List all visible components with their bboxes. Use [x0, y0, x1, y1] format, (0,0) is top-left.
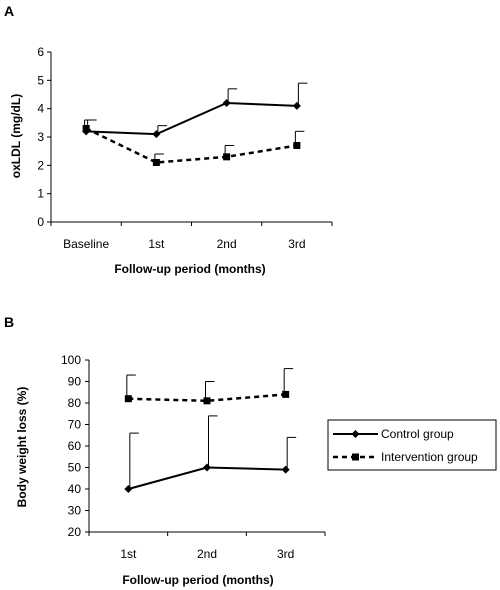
panel-a-intervention-group-point-2: [223, 153, 231, 161]
panel-b-y-tick-label-80: 80: [68, 396, 82, 410]
panel-b-markers: [124, 390, 290, 493]
panel-a-x-tick-label-baseline: Baseline: [63, 237, 109, 251]
panel-b-y-ticks: 20 30 40 50 60 70 80 90 100: [61, 353, 89, 539]
panel-b-y-tick-label-90: 90: [68, 375, 82, 389]
panel-a-control-group-point-2: [222, 99, 231, 107]
panel-b-y-tick-label-50: 50: [68, 461, 82, 475]
panel-a-label: A: [4, 3, 14, 19]
panel-a-y-axis-title: oxLDL (mg/dL): [9, 94, 23, 178]
panel-b-x-tick-label-1st: 1st: [120, 547, 137, 561]
panel-b-x-axis-title: Follow-up period (months): [122, 573, 273, 587]
panel-b-x-tick-label-3rd: 3rd: [277, 547, 294, 561]
panel-a-error-bars: [84, 82, 308, 163]
panel-a-y-ticks: 0 1 2 3 4 5 6: [37, 45, 51, 229]
panel-a-x-axis-title: Follow-up period (months): [114, 262, 265, 276]
panel-b-control-group-point-1: [203, 463, 211, 472]
panel-a-x-tick-label-3rd: 3rd: [288, 237, 305, 251]
panel-a-y-tick-label-3: 3: [37, 130, 44, 144]
legend-box: [327, 419, 497, 471]
panel-b-y-axis-title: Body weight loss (%): [15, 387, 29, 508]
panel-b-y-tick-label-100: 100: [61, 353, 81, 367]
panel-b-intervention-group-point-1: [203, 397, 211, 405]
panel-a-series-lines: [85, 101, 298, 164]
panel-a-intervention-group-line: [85, 127, 298, 164]
panel-a-x-ticks: Baseline 1st 2nd 3rd: [50, 222, 333, 251]
panel-b-y-tick-label-70: 70: [68, 418, 82, 432]
panel-a-intervention-group-point-3: [293, 142, 301, 149]
panel-b-error-bars: [126, 368, 297, 489]
legend-control-label: Control group: [381, 427, 454, 441]
panel-a-y-tick-label-5: 5: [37, 73, 44, 87]
panel-a-y-tick-label-1: 1: [37, 187, 44, 201]
panel-a-y-tick-label-6: 6: [37, 45, 44, 59]
panel-b-intervention-group-point-0: [124, 395, 132, 403]
panel-a-intervention-group-point-0: [82, 125, 90, 132]
panel-a-control-group-line: [86, 101, 297, 136]
panel-a-y-tick-label-4: 4: [37, 102, 44, 116]
panel-b-label: B: [4, 314, 14, 330]
panel-b-control-group-point-0: [124, 485, 133, 493]
panel-b: B 20 30 40 50 60 70 80 90 100 1st 2nd 3rd Body wei…: [4, 314, 497, 587]
legend-intervention-marker: [352, 453, 359, 461]
panel-a-x-tick-label-2nd: 2nd: [217, 237, 237, 251]
legend-intervention-label: Intervention group: [381, 450, 478, 464]
legend-control-marker: [351, 430, 360, 438]
panel-a-control-group-point-3: [292, 101, 301, 110]
panel-b-axes: [88, 360, 325, 533]
panel-b-y-tick-label-30: 30: [68, 504, 82, 518]
panel-a-control-group-point-1: [152, 130, 161, 139]
panel-a-markers: [82, 99, 301, 166]
panel-b-y-tick-label-60: 60: [68, 439, 82, 453]
panel-a-y-tick-label-0: 0: [37, 215, 44, 229]
panel-a: A 0 1 2 3 4 5 6 Baseline 1st 2nd 3rd oxLDL (mg/dL…: [4, 3, 333, 276]
panel-a-axes: [50, 52, 332, 223]
panel-b-control-group-point-2: [281, 465, 290, 474]
panel-b-intervention-group-point-2: [282, 390, 290, 398]
panel-b-series-lines: [128, 393, 286, 490]
legend: Control group Intervention group: [327, 419, 497, 471]
panel-a-intervention-group-point-1: [152, 159, 160, 166]
panel-b-y-tick-label-20: 20: [68, 525, 82, 539]
panel-a-y-tick-label-2: 2: [37, 158, 44, 172]
panel-b-x-tick-label-2nd: 2nd: [197, 547, 217, 561]
panel-a-x-tick-label-1st: 1st: [148, 237, 165, 251]
panel-b-x-ticks: 1st 2nd 3rd: [88, 532, 326, 561]
panel-b-y-tick-label-40: 40: [68, 482, 82, 496]
